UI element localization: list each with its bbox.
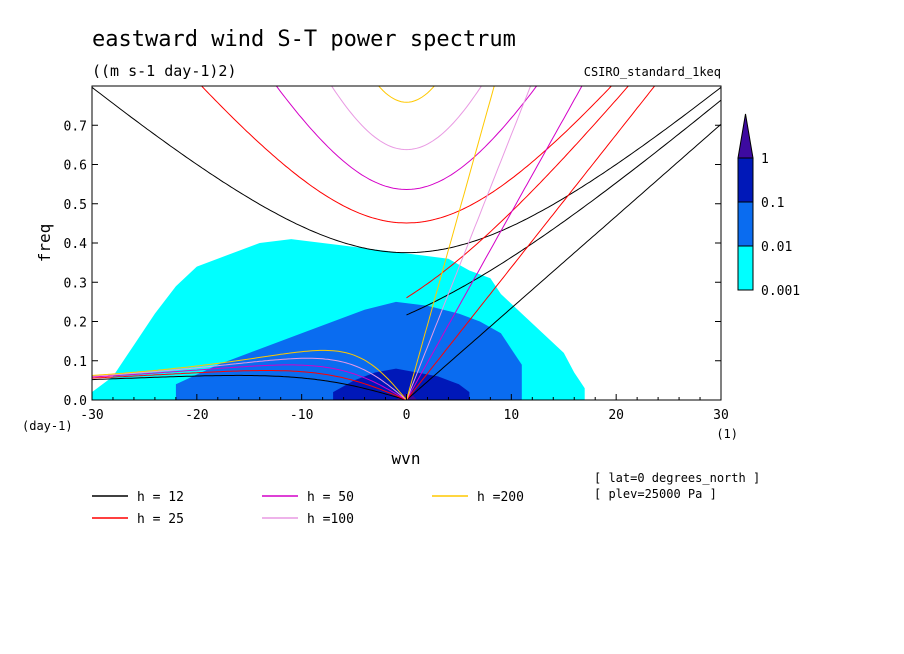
chart-title: eastward wind S-T power spectrum xyxy=(92,27,516,52)
curve-rossby-h100 xyxy=(92,357,407,400)
y-tick-label-5: 0.5 xyxy=(64,198,87,213)
x-tick-label-5: 20 xyxy=(608,408,624,423)
legend-label-2: h = 50 xyxy=(307,490,354,505)
x-tick-label-6: 30 xyxy=(713,408,729,423)
x-tick-label-2: -10 xyxy=(290,408,313,423)
curve-inertia-gravity-h100 xyxy=(331,86,482,151)
y-tick-label-2: 0.2 xyxy=(64,316,87,331)
legend-label-1: h = 25 xyxy=(137,512,184,527)
power-region-2 xyxy=(333,368,470,400)
curve-mrg-h12 xyxy=(406,99,721,316)
curve-kelvin-h50 xyxy=(406,86,583,400)
x-axis-label: wvn xyxy=(392,449,421,468)
colorbar-label-1: 0.01 xyxy=(761,240,792,255)
legend-label-3: h =100 xyxy=(307,512,354,527)
colorbar-label-3: 1 xyxy=(761,152,769,167)
curve-mrg-h25 xyxy=(406,86,629,299)
legend-label-0: h = 12 xyxy=(137,490,184,505)
x-tick-label-1: -20 xyxy=(185,408,208,423)
dispersion-curves xyxy=(92,86,721,400)
colorbar: 0.001 0.01 0.1 1 xyxy=(737,113,800,299)
curve-kelvin-h25 xyxy=(406,86,656,400)
y-unit-label: (day-1) xyxy=(22,419,73,433)
legend: h = 12 h = 25 h = 50 h =100 h =200 xyxy=(92,490,524,527)
curve-inertia-gravity-h50 xyxy=(275,86,538,191)
colorbar-box-0 xyxy=(737,245,754,291)
y-tick-label-4: 0.4 xyxy=(64,237,88,252)
curve-rossby-h50 xyxy=(92,364,407,400)
legend-label-4: h =200 xyxy=(477,490,524,505)
y-tick-label-3: 0.3 xyxy=(64,276,87,291)
colorbar-box-1 xyxy=(737,201,754,247)
plev-annotation: [ plev=25000 Pa ] xyxy=(594,487,717,501)
colorbar-label-0: 0.001 xyxy=(761,284,800,299)
curve-kelvin-h200 xyxy=(406,86,495,400)
x-unit-label: (1) xyxy=(716,427,738,441)
curve-rossby-h200 xyxy=(92,349,407,400)
colorbar-label-2: 0.1 xyxy=(761,196,784,211)
colorbar-box-2 xyxy=(737,157,754,203)
y-axis-label: freq xyxy=(35,224,54,263)
x-axis: -30 -20 -10 0 10 20 30 xyxy=(80,394,729,423)
curve-rossby-h12 xyxy=(92,374,407,400)
curve-inertia-gravity-h200 xyxy=(378,86,435,103)
y-tick-label-0: 0.0 xyxy=(64,394,87,409)
curve-kelvin-h12 xyxy=(406,123,721,400)
curve-rossby-h25 xyxy=(92,370,407,400)
y-tick-label-1: 0.1 xyxy=(64,355,87,370)
y-tick-label-7: 0.7 xyxy=(64,119,87,134)
curve-kelvin-h100 xyxy=(406,86,532,400)
source-label: CSIRO_standard_1keq xyxy=(584,65,721,79)
curve-inertia-gravity-h12 xyxy=(92,86,721,254)
colorbar-top-triangle xyxy=(737,113,754,159)
chart-subtitle: ((m s-1 day-1)2) xyxy=(92,62,237,80)
y-axis: 0.0 0.1 0.2 0.3 0.4 0.5 0.6 0.7 xyxy=(64,119,721,409)
y-tick-label-6: 0.6 xyxy=(64,159,87,174)
x-tick-label-3: 0 xyxy=(403,408,411,423)
curve-inertia-gravity-h25 xyxy=(200,86,613,224)
lat-annotation: [ lat=0 degrees_north ] xyxy=(594,471,760,485)
x-tick-label-0: -30 xyxy=(80,408,103,423)
x-tick-label-4: 10 xyxy=(504,408,520,423)
